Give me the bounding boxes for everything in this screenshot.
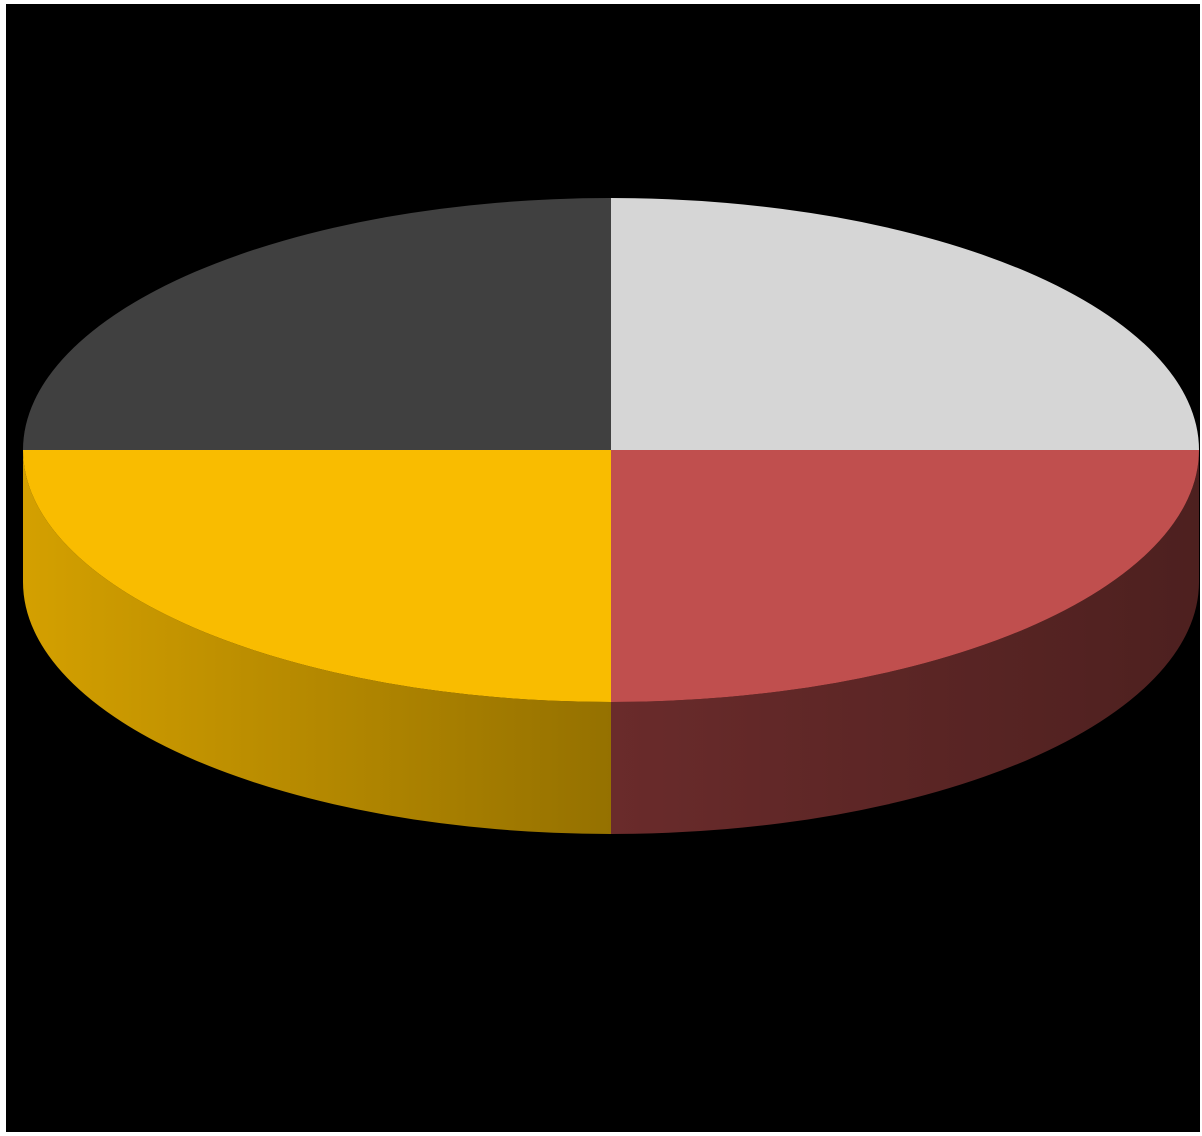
pie-slice-3: [23, 450, 611, 702]
pie-slice-1: [611, 198, 1199, 450]
pie-slice-4: [23, 198, 611, 450]
pie-slice-side-2: [611, 450, 1199, 834]
pie-sides: [23, 450, 1199, 834]
pie-slice-2: [611, 450, 1199, 702]
chart-area: [6, 4, 1200, 1132]
pie-slice-side-3: [23, 450, 611, 834]
pie-top: [23, 198, 1199, 702]
